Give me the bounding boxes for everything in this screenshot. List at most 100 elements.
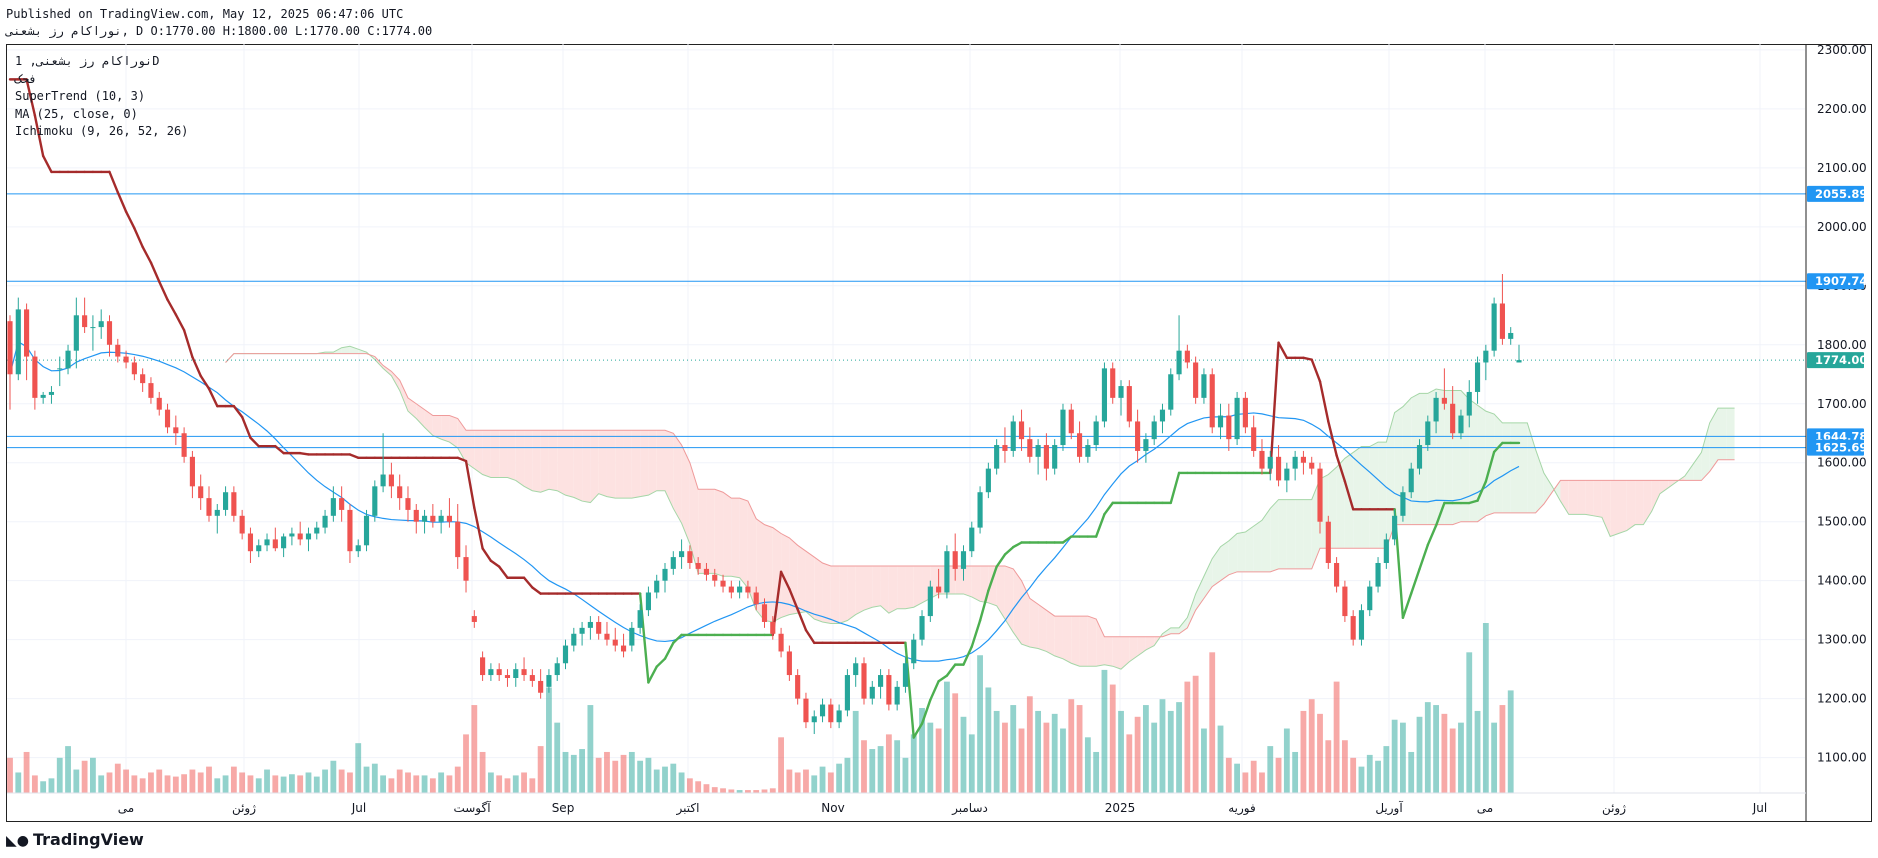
volume-bar	[1391, 719, 1398, 793]
cloud-segment	[1643, 480, 1652, 525]
candle-body	[720, 580, 726, 587]
candle	[1110, 362, 1116, 404]
candle	[546, 669, 552, 693]
candle-body	[1018, 421, 1025, 440]
volume-bar	[1400, 722, 1406, 793]
candle	[720, 574, 726, 593]
horizontal-levels	[7, 193, 1806, 449]
candle	[1350, 610, 1356, 646]
cloud-segment	[648, 430, 657, 496]
candle-body	[355, 545, 361, 552]
candle-body	[687, 551, 693, 563]
volume-bar	[355, 743, 362, 793]
volume-bar	[330, 760, 337, 793]
volume-bar	[1416, 716, 1423, 793]
candle-body	[1234, 397, 1240, 440]
candle	[339, 486, 345, 522]
volume-bar	[537, 746, 544, 793]
candle-body	[156, 397, 162, 410]
supertrend-segment	[41, 154, 53, 174]
candle-body	[82, 315, 88, 328]
candle-body	[1458, 415, 1464, 434]
legend-supertrend[interactable]: SuperTrend (10, 3)	[15, 89, 146, 103]
volume-bar	[164, 775, 171, 793]
legend-ma[interactable]: MA (25, close, 0)	[15, 106, 138, 121]
candle-body	[629, 627, 635, 646]
candle	[239, 509, 245, 540]
volume-bar	[1201, 728, 1207, 793]
cloud-segment	[822, 562, 831, 624]
cloud-segment	[1228, 533, 1238, 575]
candle	[480, 651, 486, 681]
tradingview-logo[interactable]: ◣● TradingView	[6, 830, 144, 849]
volume-bar	[811, 775, 818, 793]
chart-frame[interactable]	[6, 44, 1872, 822]
cloud-segment	[1527, 422, 1536, 513]
cloud-segment	[872, 565, 881, 608]
candle	[753, 586, 759, 611]
candle	[513, 663, 519, 687]
volume-bar	[1474, 710, 1481, 793]
volume-bar	[686, 778, 693, 793]
x-tick-label: دسامبر	[951, 801, 988, 816]
cloud-segment	[341, 346, 350, 354]
supertrend-segment	[207, 387, 219, 408]
cloud-segment	[681, 445, 690, 544]
volume-bar	[678, 772, 685, 793]
candle	[40, 391, 46, 404]
volume-bar	[1449, 728, 1456, 793]
cloud-segment	[565, 430, 574, 498]
supertrend-segment	[962, 645, 973, 666]
candle-body	[90, 327, 96, 329]
candle-body	[123, 356, 129, 363]
candle	[952, 533, 958, 581]
candle-body	[637, 610, 643, 628]
x-tick-label: Jul	[351, 801, 366, 815]
candle	[330, 486, 336, 522]
supertrend-segment	[1468, 499, 1479, 505]
candle	[1300, 450, 1306, 475]
volume-bar	[15, 772, 22, 793]
volume-bar	[1093, 751, 1100, 793]
legend-symbol[interactable]: نوراکام رز بشعنی, 1D	[15, 54, 160, 68]
candle	[1508, 327, 1514, 345]
volume-bar	[1018, 728, 1025, 793]
supertrend-segment	[1277, 341, 1289, 360]
candle	[1143, 433, 1149, 463]
candle	[1474, 356, 1481, 404]
volume-bar	[546, 687, 552, 793]
candle-body	[272, 539, 278, 549]
supertrend-segment	[987, 565, 998, 592]
candle	[695, 557, 701, 575]
candle	[902, 657, 909, 693]
volume-bar	[1184, 681, 1191, 793]
cloud-segment	[1585, 480, 1594, 516]
candle	[670, 551, 676, 575]
candle-body	[1027, 439, 1033, 457]
candle-body	[546, 675, 552, 687]
candle-body	[1110, 368, 1116, 398]
candle-body	[1499, 303, 1505, 339]
candle-body	[322, 515, 328, 528]
candle-body	[1259, 450, 1265, 469]
volume-bar	[222, 775, 229, 793]
volume-bar	[496, 775, 503, 793]
candle	[1416, 439, 1423, 475]
price-tag-label: 1774.00	[1815, 353, 1867, 367]
volume-bar	[1118, 710, 1124, 793]
candle-body	[596, 621, 602, 634]
volume-bar	[1458, 722, 1464, 793]
candle	[869, 680, 875, 705]
candle-body	[1450, 403, 1456, 434]
candle-body	[1184, 350, 1190, 363]
candle-body	[703, 568, 710, 575]
candle	[587, 616, 593, 640]
candle-body	[795, 675, 801, 699]
legend-ichimoku[interactable]: Ichimoku (9, 26, 52, 26)	[15, 124, 189, 138]
cloud-segment	[913, 565, 923, 608]
candle-body	[264, 539, 270, 546]
candle	[1450, 386, 1456, 440]
y-tick-label: 2000.00	[1817, 220, 1867, 234]
cloud-segment	[1726, 408, 1735, 460]
